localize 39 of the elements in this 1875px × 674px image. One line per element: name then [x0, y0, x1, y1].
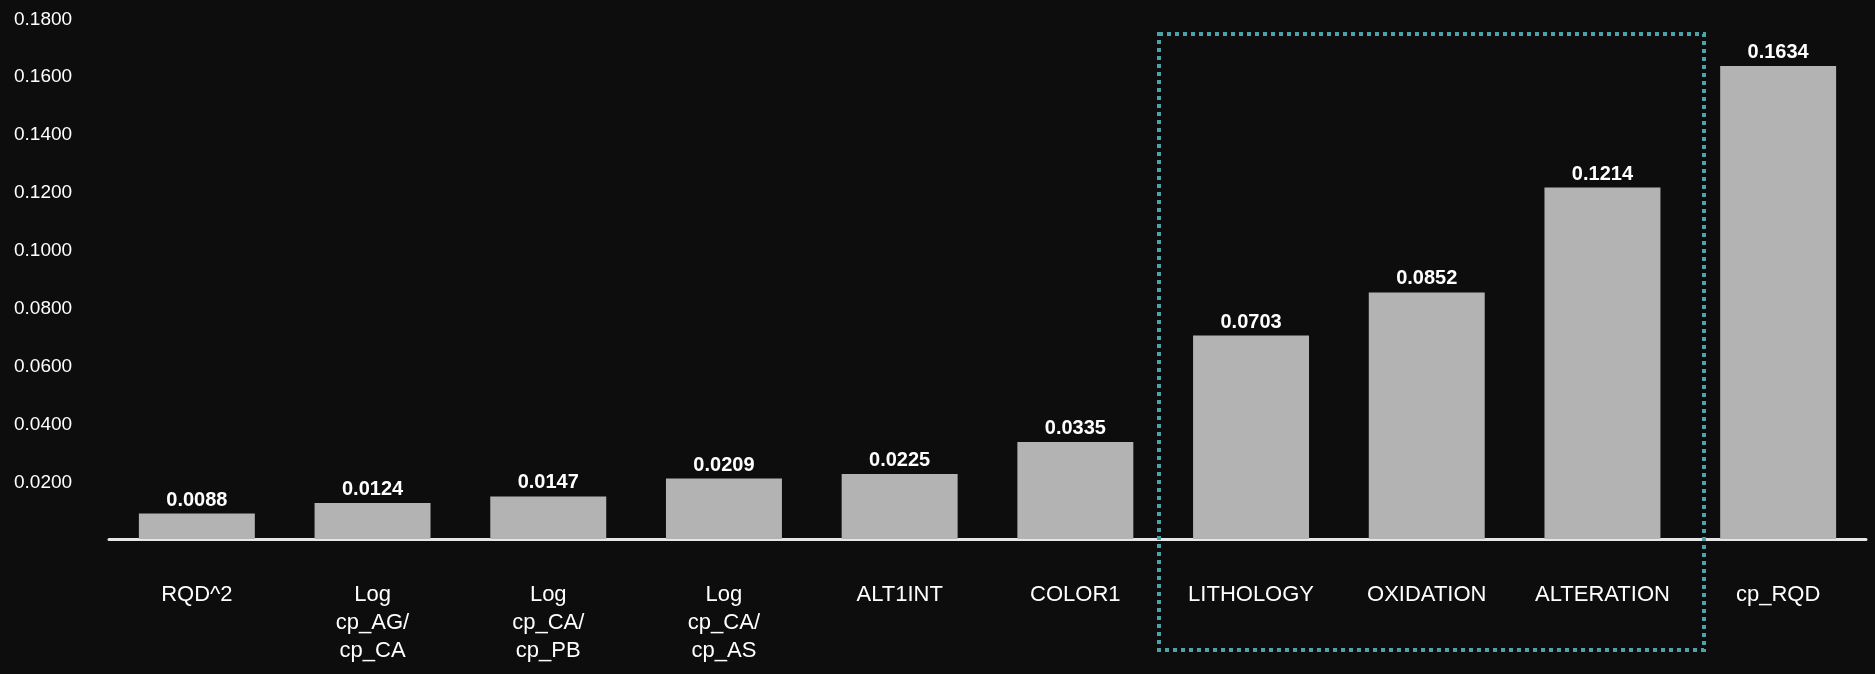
data-label: 0.0335	[1044, 416, 1106, 439]
y-tick-label: 0.1200	[14, 181, 73, 203]
data-label: 0.0703	[1220, 309, 1282, 332]
x-tick-label: Log cp_CA/ cp_PB	[512, 580, 586, 662]
y-tick-label: 0.1600	[14, 65, 73, 87]
data-label: 0.0225	[869, 447, 931, 470]
y-tick-label: 0.1800	[14, 7, 73, 29]
bar	[841, 473, 958, 539]
y-tick-label: 0.0600	[14, 354, 73, 376]
x-tick-label: ALTERATION	[1535, 580, 1670, 606]
bar	[1544, 187, 1661, 539]
x-tick-label: cp_RQD	[1735, 580, 1821, 606]
data-label: 0.1634	[1747, 40, 1810, 63]
bar	[138, 513, 255, 539]
x-tick-label: Log cp_CA/ cp_AS	[687, 580, 761, 662]
x-tick-label: Log cp_AG/ cp_CA	[335, 580, 411, 662]
y-tick-label: 0.0800	[14, 296, 73, 318]
bar	[1720, 66, 1837, 539]
data-label: 0.0852	[1396, 266, 1458, 289]
x-tick-label: COLOR1	[1030, 580, 1121, 606]
x-tick-label: ALT1INT	[856, 580, 943, 606]
x-tick-label: LITHOLOGY	[1188, 580, 1315, 606]
y-tick-label: 0.0200	[14, 470, 73, 492]
data-label: 0.0124	[341, 477, 405, 500]
data-label: 0.1214	[1571, 161, 1634, 184]
bar	[1017, 442, 1134, 539]
y-tick-label: 0.1400	[14, 123, 73, 145]
y-tick-label: 0.1000	[14, 239, 73, 261]
bar	[1193, 335, 1310, 539]
x-tick-label: OXIDATION	[1367, 580, 1487, 606]
data-label: 0.0088	[166, 487, 228, 510]
bar	[665, 478, 782, 539]
bar	[314, 503, 431, 539]
x-tick-label: RQD^2	[161, 580, 233, 606]
data-label: 0.0209	[693, 452, 755, 475]
data-label: 0.0147	[517, 470, 579, 493]
bar	[1368, 292, 1485, 539]
y-tick-label: 0.0400	[14, 412, 73, 434]
bar	[490, 496, 607, 539]
